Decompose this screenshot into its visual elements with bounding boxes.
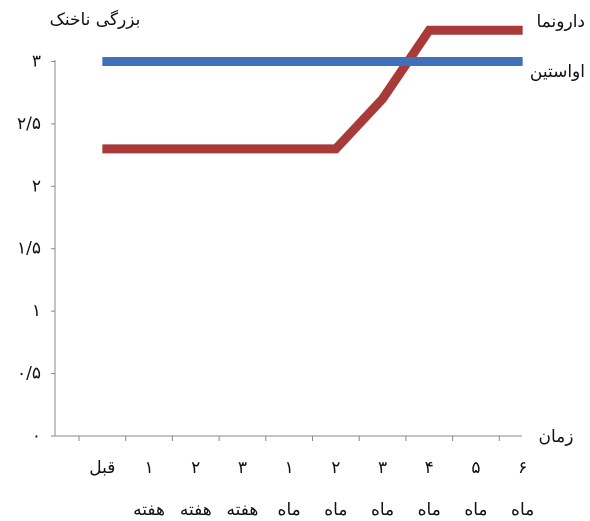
x-tick-label: هفته bbox=[133, 500, 165, 520]
x-tick-label: ۴ bbox=[425, 458, 434, 478]
x-tick-label: ۱ bbox=[285, 458, 294, 478]
x-tick-label: ۱ bbox=[144, 458, 153, 478]
x-tick-label: ماه bbox=[324, 500, 347, 520]
x-tick-label: قبل bbox=[89, 458, 115, 478]
legend-label: اواستین bbox=[530, 62, 585, 82]
y-tick-label: ۰/۵ bbox=[17, 364, 41, 384]
x-tick-label: ماه bbox=[511, 500, 534, 520]
y-tick-label: ۲ bbox=[32, 176, 41, 196]
x-tick-label: ۶ bbox=[518, 458, 527, 478]
y-tick-label: ۲/۵ bbox=[17, 114, 41, 134]
x-tick-label: ماه bbox=[418, 500, 441, 520]
x-tick-label: ماه bbox=[278, 500, 301, 520]
y-axis-label: بزرگی ناخنک bbox=[50, 9, 141, 30]
y-tick-label: ۱/۵ bbox=[17, 239, 41, 259]
x-tick-label: ۵ bbox=[471, 458, 480, 478]
x-tick-label: ماه bbox=[371, 500, 394, 520]
y-tick-label: ۱ bbox=[32, 301, 41, 321]
x-tick-label: ۳ bbox=[238, 458, 247, 478]
x-tick-label: هفته bbox=[227, 500, 259, 520]
x-tick-label: هفته bbox=[180, 500, 212, 520]
legend-label: دارونما bbox=[537, 12, 585, 32]
x-axis-label: زمان bbox=[539, 427, 574, 447]
y-tick-label: ۳ bbox=[32, 51, 41, 71]
y-tick-label: ۰ bbox=[32, 426, 41, 446]
x-tick-label: ۲ bbox=[331, 458, 340, 478]
x-tick-label: ۳ bbox=[378, 458, 387, 478]
x-tick-label: ماه bbox=[464, 500, 487, 520]
x-tick-label: ۲ bbox=[191, 458, 200, 478]
series-line bbox=[102, 25, 523, 154]
